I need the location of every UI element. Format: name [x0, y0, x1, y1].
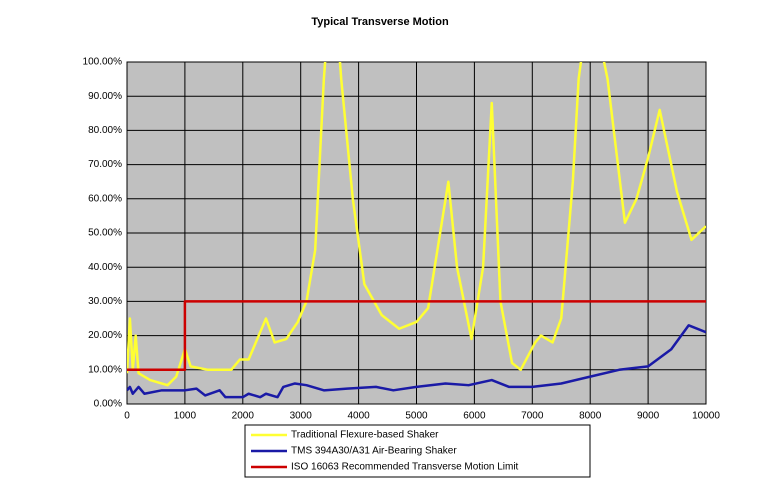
x-tick-label: 1000: [174, 411, 197, 422]
legend-label: TMS 394A30/A31 Air-Bearing Shaker: [291, 446, 457, 457]
x-tick-label: 3000: [290, 411, 313, 422]
plot-lines: [127, 62, 706, 399]
x-tick-label: 7000: [521, 411, 544, 422]
legend-box: [244, 424, 591, 478]
series-line: [127, 62, 706, 387]
y-tick-label: 10.00%: [88, 364, 122, 375]
series-line: [127, 300, 706, 372]
x-tick-label: 10000: [692, 411, 720, 422]
x-tick-label: 2000: [232, 411, 255, 422]
series-line: [127, 324, 706, 399]
y-tick-label: 90.00%: [88, 91, 122, 102]
plot-border: [126, 61, 707, 405]
y-tick-label: 30.00%: [88, 296, 122, 307]
x-tick-label: 6000: [463, 411, 486, 422]
y-tick-label: 0.00%: [94, 399, 122, 410]
x-tick-label: 4000: [347, 411, 370, 422]
legend-label: ISO 16063 Recommended Transverse Motion …: [291, 462, 519, 473]
x-tick-label: 9000: [637, 411, 660, 422]
y-tick-label: 70.00%: [88, 159, 122, 170]
y-tick-label: 100.00%: [83, 57, 123, 68]
legend-label: Traditional Flexure-based Shaker: [291, 430, 439, 441]
chart-title: Typical Transverse Motion: [311, 16, 449, 28]
x-tick-label: 0: [124, 411, 130, 422]
y-tick-label: 50.00%: [88, 228, 122, 239]
y-tick-label: 80.00%: [88, 125, 122, 136]
y-tick-label: 40.00%: [88, 262, 122, 273]
x-tick-label: 5000: [405, 411, 428, 422]
y-tick-label: 20.00%: [88, 330, 122, 341]
x-tick-label: 8000: [579, 411, 602, 422]
y-tick-label: 60.00%: [88, 193, 122, 204]
